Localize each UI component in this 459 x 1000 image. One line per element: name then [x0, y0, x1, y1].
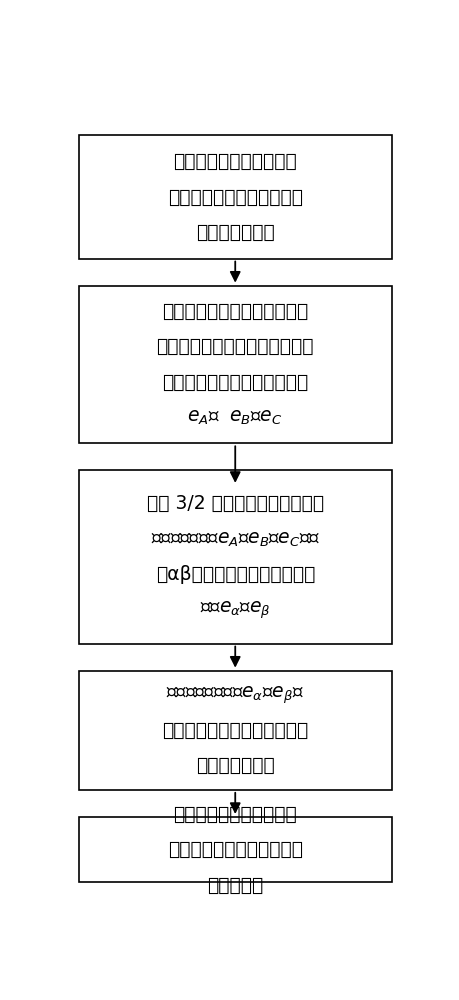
Text: 定子绕组不通入交流电的: 定子绕组不通入交流电的 [174, 152, 297, 171]
FancyBboxPatch shape [79, 286, 392, 443]
FancyBboxPatch shape [79, 470, 392, 644]
Text: $e_A$、  $e_B$和$e_C$: $e_A$、 $e_B$和$e_C$ [187, 408, 283, 427]
Text: 分量$e_\alpha$和$e_\beta$: 分量$e_\alpha$和$e_\beta$ [200, 599, 271, 621]
Text: 为αβ坐标系下的定子反电动势: 为αβ坐标系下的定子反电动势 [156, 565, 315, 584]
Text: 气隙磁链的位置角被认为: 气隙磁链的位置角被认为 [174, 805, 297, 824]
Text: 是转子位置角，估测出转子: 是转子位置角，估测出转子 [168, 840, 303, 859]
Text: 通过 3/2 坐标变换将三相定子绕: 通过 3/2 坐标变换将三相定子绕 [147, 494, 324, 513]
Text: 的初始位置: 的初始位置 [207, 875, 263, 894]
Text: 磁阶跃电流信号: 磁阶跃电流信号 [196, 223, 274, 242]
Text: 生磁场后，通过电压传感器检测: 生磁场后，通过电压传感器检测 [157, 337, 314, 356]
Text: 条件下，向转子绕组通入励: 条件下，向转子绕组通入励 [168, 188, 303, 207]
FancyBboxPatch shape [79, 817, 392, 882]
Text: 入磁链观测电压模型，获得气: 入磁链观测电压模型，获得气 [162, 721, 308, 740]
Text: 当转子因励磁阶跃电流信号产: 当转子因励磁阶跃电流信号产 [162, 302, 308, 321]
Text: 定子反电动势分量$e_\alpha$和$e_\beta$输: 定子反电动势分量$e_\alpha$和$e_\beta$输 [167, 684, 304, 706]
Text: 组的感应电动势$e_A$、$e_B$和$e_C$变换: 组的感应电动势$e_A$、$e_B$和$e_C$变换 [151, 530, 320, 549]
Text: 出三相定子绕组的感应电动势: 出三相定子绕组的感应电动势 [162, 373, 308, 392]
FancyBboxPatch shape [79, 671, 392, 790]
FancyBboxPatch shape [79, 135, 392, 259]
Text: 隙磁链的位置角: 隙磁链的位置角 [196, 756, 274, 775]
